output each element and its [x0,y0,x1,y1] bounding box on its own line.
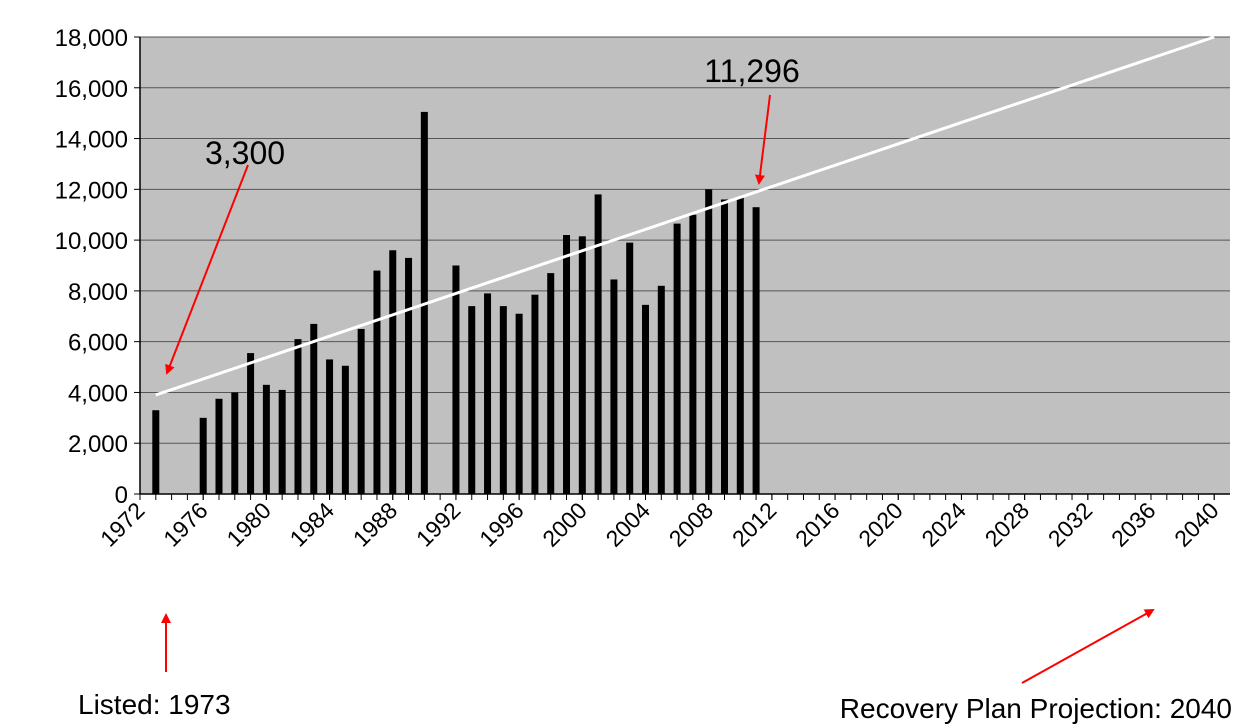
bar [326,359,334,494]
y-tick-label: 8,000 [68,279,128,306]
y-tick-label: 12,000 [55,177,128,204]
bar [294,339,302,494]
bar [310,323,318,494]
bar [515,313,523,494]
bar [705,189,713,495]
bar [499,306,507,494]
bar [199,417,207,494]
bar [152,410,160,494]
bar [389,250,397,494]
y-tick-label: 14,000 [55,127,128,154]
plot-area [140,37,1230,494]
bar [547,273,555,494]
bar [373,270,381,494]
bar [247,353,255,494]
bar [626,242,634,494]
bar [594,194,602,494]
bar [673,223,681,494]
y-tick-label: 2,000 [68,431,128,458]
bar [736,196,744,494]
bar [341,365,349,494]
bar [642,304,650,494]
bar [215,398,223,494]
bar [357,328,365,494]
bar [231,392,239,494]
arrow [165,164,249,375]
bar [262,384,270,494]
bar [405,257,413,494]
bar [484,293,492,494]
arrow [755,94,771,185]
bar [563,235,571,495]
bar [689,214,697,494]
bar [278,389,286,494]
y-tick-label: 0 [115,482,128,509]
y-tick-label: 18,000 [55,25,128,52]
bar [531,294,539,494]
bar [452,265,460,494]
bar [752,207,760,495]
bar [610,279,618,494]
annotation: 11,296 [704,53,800,89]
annotation: Listed: 1973 [78,689,231,720]
y-tick-label: 16,000 [55,76,128,103]
bar [657,285,665,494]
arrow [1021,609,1155,684]
bar [578,236,586,494]
bar [720,199,728,494]
bar [468,306,476,494]
trend-line [155,35,1215,397]
y-tick-label: 6,000 [68,330,128,357]
annotation: Recovery Plan Projection: 2040 [840,693,1232,724]
y-tick-label: 4,000 [68,380,128,407]
y-tick-label: 10,000 [55,228,128,255]
annotation: 3,300 [205,135,285,171]
